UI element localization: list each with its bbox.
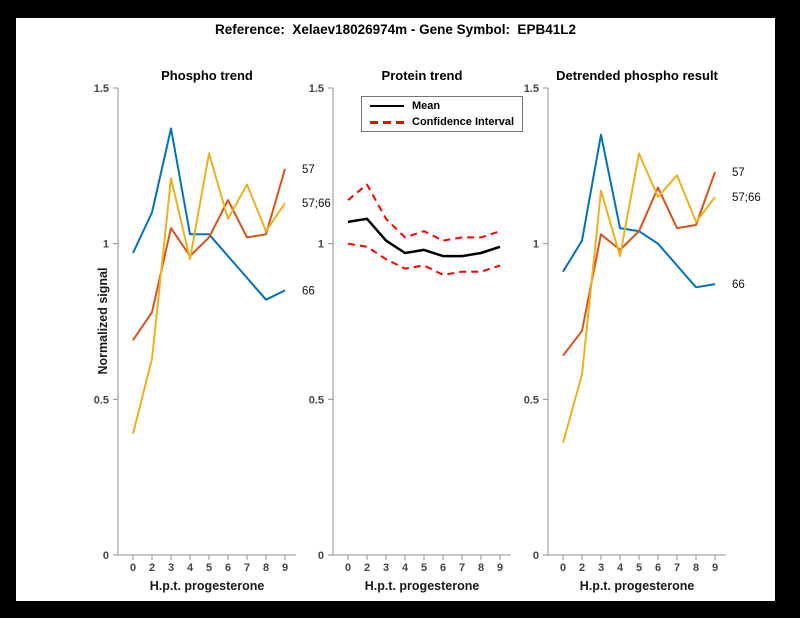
x-axis-label-protein: H.p.t. progesterone <box>364 579 480 593</box>
y-tick-label: 0 <box>533 550 539 562</box>
legend-label-confidence-interval: Confidence Interval <box>412 116 515 129</box>
x-tick-label: 7 <box>459 562 465 574</box>
x-tick-label: 6 <box>225 562 231 574</box>
x-tick-label: 6 <box>440 562 446 574</box>
y-tick-label: 1 <box>533 239 539 251</box>
x-tick-label: 6 <box>655 562 661 574</box>
x-tick-label: 3 <box>168 562 174 574</box>
y-tick-label: 1 <box>103 239 109 251</box>
series-line-57 <box>132 168 286 341</box>
y-tick-label: 1 <box>318 239 324 251</box>
x-tick-label: 5 <box>421 562 427 574</box>
x-tick-label: 5 <box>636 562 642 574</box>
x-tick-label: 7 <box>244 562 250 574</box>
y-tick-label: 1.5 <box>94 83 109 95</box>
x-tick-label: 8 <box>478 562 484 574</box>
phospho-trend-plot: 0 0.5 1 1.5 0 2 3 4 5 6 7 8 9 66 57 57;66 <box>94 83 331 574</box>
series-line-confidence-interval-lower <box>347 242 501 276</box>
detrended-phospho-plot: 0 0.5 1 1.5 0 2 3 4 5 6 7 8 9 66 57 57;66 <box>524 83 761 574</box>
series-end-label: 57;66 <box>302 198 331 210</box>
y-tick-label: 0.5 <box>309 394 324 406</box>
x-tick-label: 2 <box>364 562 370 574</box>
x-tick-label: 7 <box>674 562 680 574</box>
x-tick-label: 0 <box>345 562 351 574</box>
mean-line-sample-icon <box>370 104 404 107</box>
series-line-57 <box>562 171 716 357</box>
y-tick-label: 0.5 <box>524 394 539 406</box>
x-tick-label: 9 <box>282 562 288 574</box>
x-axis-label-detrended: H.p.t. progesterone <box>579 579 695 593</box>
series-line-confidence-interval-upper <box>347 183 501 242</box>
x-tick-label: 4 <box>402 562 409 574</box>
series-end-label: 57;66 <box>732 192 761 204</box>
x-axis-label-phospho: H.p.t. progesterone <box>149 579 265 593</box>
panel-title-phospho: Phospho trend <box>161 68 253 83</box>
x-tick-label: 0 <box>130 562 136 574</box>
x-tick-label: 3 <box>598 562 604 574</box>
y-tick-label: 0 <box>103 550 109 562</box>
legend: Mean Confidence Interval <box>361 96 523 132</box>
series-line-57-66 <box>132 152 286 434</box>
x-tick-label: 0 <box>560 562 566 574</box>
x-tick-label: 9 <box>497 562 503 574</box>
series-line-66 <box>132 127 286 301</box>
legend-label-mean: Mean <box>412 99 441 112</box>
x-tick-label: 2 <box>149 562 155 574</box>
series-end-label: 66 <box>732 279 745 291</box>
series-line-57-66 <box>562 152 716 444</box>
figure-canvas: Reference: Xelaev18026974m - Gene Symbol… <box>16 18 775 601</box>
x-tick-label: 8 <box>263 562 269 574</box>
protein-trend-plot: 0 0.5 1 1.5 0 2 3 4 5 6 7 8 9 <box>309 83 511 574</box>
panel-title-detrended: Detrended phospho result <box>556 68 718 83</box>
y-tick-label: 0.5 <box>94 394 109 406</box>
x-tick-label: 8 <box>693 562 699 574</box>
x-tick-label: 3 <box>383 562 389 574</box>
figure-title: Reference: Xelaev18026974m - Gene Symbol… <box>215 22 576 37</box>
series-end-label: 66 <box>302 285 315 297</box>
legend-entry-confidence-interval: Confidence Interval <box>370 116 514 130</box>
y-tick-label: 0 <box>318 550 324 562</box>
x-tick-label: 9 <box>712 562 718 574</box>
x-tick-label: 4 <box>187 562 194 574</box>
series-end-label: 57 <box>732 167 745 179</box>
legend-entry-mean: Mean <box>370 99 514 113</box>
x-tick-label: 2 <box>579 562 585 574</box>
series-line-mean <box>347 217 501 258</box>
x-tick-label: 4 <box>617 562 624 574</box>
x-tick-label: 5 <box>206 562 212 574</box>
series-end-label: 57 <box>302 164 315 176</box>
y-tick-label: 1.5 <box>524 83 539 95</box>
panel-title-protein: Protein trend <box>381 68 463 83</box>
y-tick-label: 1.5 <box>309 83 324 95</box>
confidence-interval-line-sample-icon <box>370 121 404 124</box>
